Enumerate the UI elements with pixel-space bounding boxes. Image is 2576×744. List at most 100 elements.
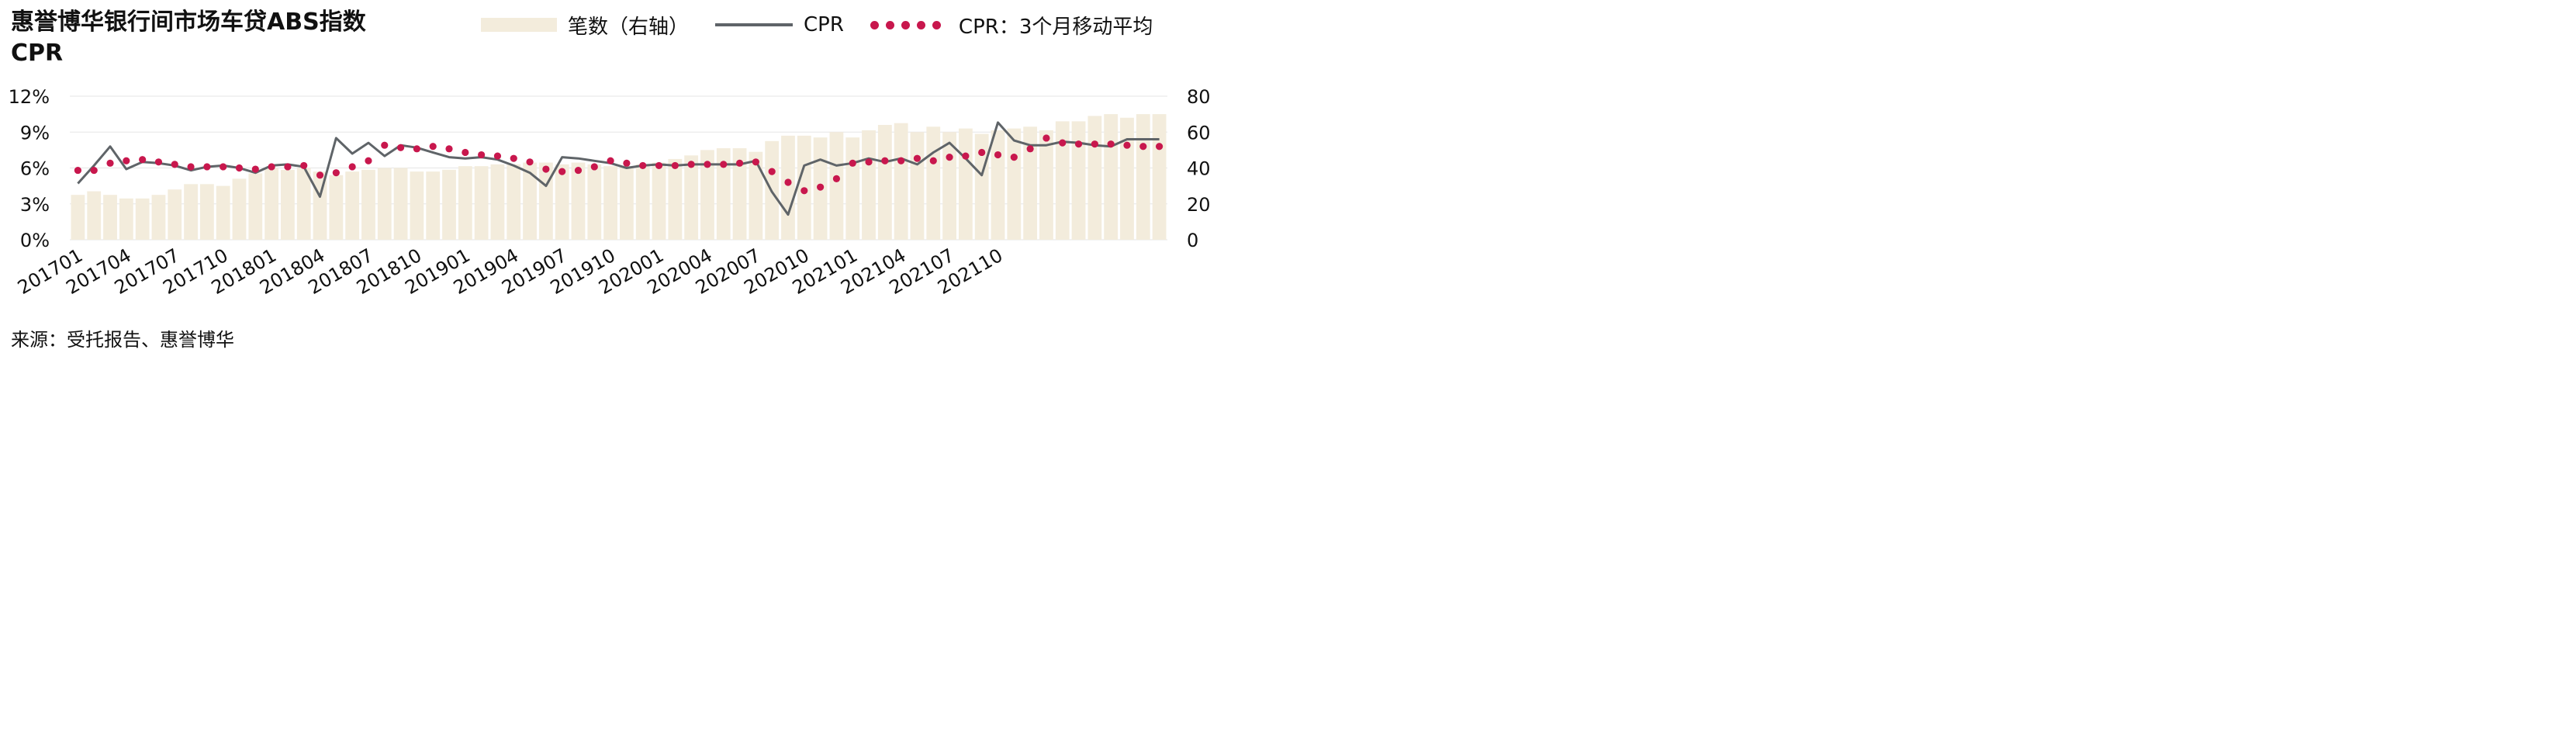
cpr-ma-point (1107, 140, 1115, 148)
cpr-ma-point (1043, 134, 1050, 142)
cpr-ma-point (74, 166, 82, 175)
count-bar (523, 162, 537, 240)
cpr-ma-point (1074, 140, 1083, 148)
count-bar (1039, 130, 1053, 240)
cpr-ma-point (542, 165, 550, 173)
y-tick-label-right: 0 (1187, 230, 1198, 251)
cpr-ma-point (946, 154, 953, 161)
count-bar (296, 168, 311, 240)
cpr-ma-point (590, 163, 598, 171)
cpr-ma-point (881, 157, 889, 164)
count-bar (184, 184, 198, 240)
cpr-ma-point (1123, 141, 1131, 149)
cpr-ma-point (284, 163, 292, 171)
count-bar (248, 173, 263, 240)
count-bar (894, 123, 908, 240)
cpr-ma-point (462, 148, 469, 157)
count-bar (942, 132, 956, 240)
cpr-ma-point (849, 159, 856, 167)
cpr-ma-point (994, 151, 1002, 159)
cpr-ma-point (235, 164, 244, 172)
cpr-ma-point (978, 148, 986, 157)
cpr-ma-point (817, 183, 825, 191)
cpr-ma-point (396, 144, 405, 151)
count-bar (393, 168, 408, 240)
count-bar (507, 164, 521, 240)
count-bar (571, 162, 586, 240)
cpr-ma-point (897, 157, 905, 164)
cpr-ma-point (348, 163, 356, 171)
count-bar (555, 164, 569, 240)
cpr-ma-point (510, 154, 517, 162)
cpr-ma-point (768, 168, 776, 175)
x-axis: 2017012017042017072017102018012018042018… (14, 244, 1006, 299)
count-bar (732, 148, 747, 240)
cpr-ma-point (429, 143, 437, 151)
cpr-ma-point (639, 161, 647, 170)
legend-label-cpr-ma: CPR：3个月移动平均 (958, 15, 1153, 39)
cpr-ma-point (655, 161, 663, 170)
count-bar (1071, 121, 1086, 240)
y-tick-label-right: 20 (1187, 194, 1211, 216)
cpr-ma-point (526, 158, 534, 166)
cpr-ma-point (268, 163, 275, 171)
cpr-ma-point (865, 158, 873, 166)
y-tick-label-left: 6% (20, 158, 50, 180)
cpr-ma-point (106, 159, 114, 167)
count-bar (603, 166, 617, 240)
count-bar (716, 148, 731, 240)
count-bar (620, 166, 634, 240)
cpr-ma-point (574, 166, 583, 175)
cpr-ma-point (1155, 143, 1164, 151)
source-note: 来源：受托报告、惠誉博华 (11, 329, 234, 351)
count-bar (1007, 128, 1022, 240)
chart-subtitle: CPR (11, 40, 64, 67)
legend: 笔数（右轴） CPR CPR：3个月移动平均 (481, 9, 1153, 40)
cpr-ma-point (623, 159, 631, 167)
count-bar (410, 171, 424, 240)
cpr-ma-point (913, 154, 921, 162)
cpr-ma-point (478, 151, 486, 159)
y-tick-label-left: 3% (20, 194, 50, 216)
count-bar (781, 135, 795, 240)
chart-canvas: 0% 3% 6% 9% 12% 0 20 40 60 80 201701201704201707… (9, 86, 1211, 299)
cpr-ma-point (607, 157, 614, 164)
cpr-ma-point (413, 145, 420, 153)
count-bar (151, 195, 166, 240)
cpr-line-series (77, 121, 1160, 216)
count-bar (265, 168, 279, 240)
cpr-ma-point (671, 161, 679, 170)
cpr-ma-point (203, 163, 211, 171)
cpr-ma-point (365, 157, 372, 164)
count-bar (749, 151, 763, 240)
count-bar (458, 166, 472, 240)
cpr-ma-point (752, 158, 759, 166)
count-bar (232, 178, 247, 240)
count-bar (700, 150, 714, 240)
count-bar (442, 169, 456, 240)
count-bar (377, 168, 392, 240)
count-bar (1023, 126, 1038, 240)
bar-series (71, 114, 1167, 240)
count-bar (361, 169, 375, 240)
cpr-ma-point (800, 187, 808, 195)
y-tick-label-right: 40 (1187, 158, 1211, 180)
cpr-ma-point (251, 165, 259, 173)
cpr-ma-point (171, 161, 178, 168)
count-bar (329, 175, 344, 240)
count-bar (862, 130, 876, 240)
cpr-ma-point (154, 158, 163, 166)
count-bar (103, 195, 117, 240)
cpr-ma-point (1139, 143, 1147, 151)
cpr-ma-point (139, 156, 147, 164)
count-bar (119, 198, 133, 240)
cpr-ma-point (687, 161, 695, 168)
count-bar (345, 171, 360, 240)
cpr-ma-point (929, 157, 937, 164)
cpr-ma-point (1026, 145, 1034, 153)
chart-title: 惠誉博华银行间市场车贷ABS指数 (11, 9, 366, 36)
line-swatch-icon (715, 23, 794, 26)
y-tick-label-right: 80 (1187, 86, 1211, 108)
cpr-ma-point (187, 163, 195, 171)
y-axis-right: 0 20 40 60 80 (1187, 86, 1211, 251)
